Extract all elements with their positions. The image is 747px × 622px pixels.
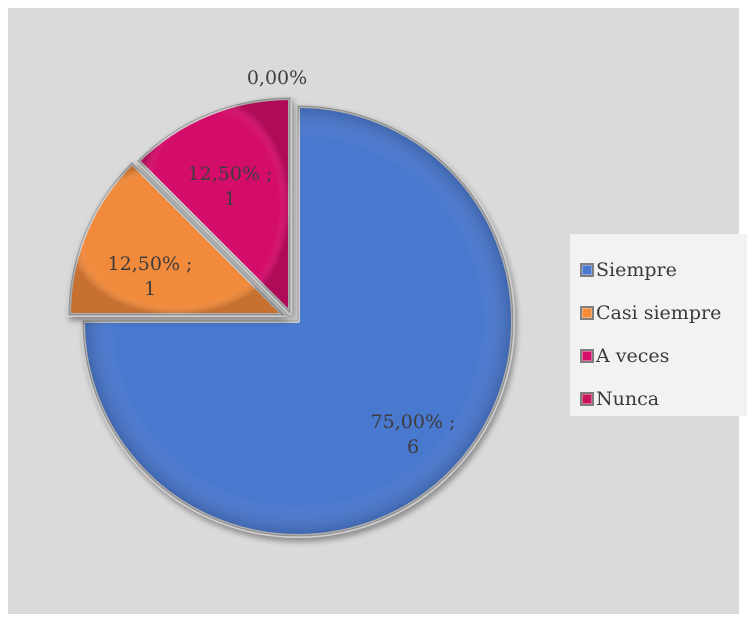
data-label-siempre: 75,00% ; 6	[371, 411, 456, 458]
legend: Siempre Casi siempre A veces Nunca	[570, 234, 747, 416]
pie-slice-bevel-siempre	[82, 105, 514, 537]
legend-swatch-siempre	[580, 262, 594, 277]
legend-item-a-veces: A veces	[570, 334, 747, 377]
legend-item-casi-siempre: Casi siempre	[570, 291, 747, 334]
legend-item-nunca: Nunca	[570, 377, 747, 420]
pie-slice-bevel-a-veces	[137, 97, 291, 315]
legend-label-siempre: Siempre	[596, 258, 677, 281]
pie-chart: 75,00% ; 6 12,50% ; 1 12,50% ; 1 0,00%	[67, 67, 515, 538]
legend-swatch-a-veces	[580, 348, 594, 363]
chart-area: 75,00% ; 6 12,50% ; 1 12,50% ; 1 0,00% Siempre…	[8, 8, 747, 614]
legend-item-siempre: Siempre	[570, 248, 747, 291]
legend-label-nunca: Nunca	[596, 387, 660, 410]
data-label-a-veces: 12,50% ; 1	[188, 163, 273, 210]
pie-slice-bevel-casi-siempre	[68, 162, 286, 316]
legend-label-casi-siempre: Casi siempre	[596, 301, 722, 324]
data-label-nunca: 0,00%	[247, 67, 307, 89]
legend-swatch-nunca	[580, 391, 594, 406]
legend-label-a-veces: A veces	[596, 344, 670, 367]
data-label-casi-siempre: 12,50% ; 1	[108, 253, 193, 300]
legend-swatch-casi-siempre	[580, 305, 594, 320]
